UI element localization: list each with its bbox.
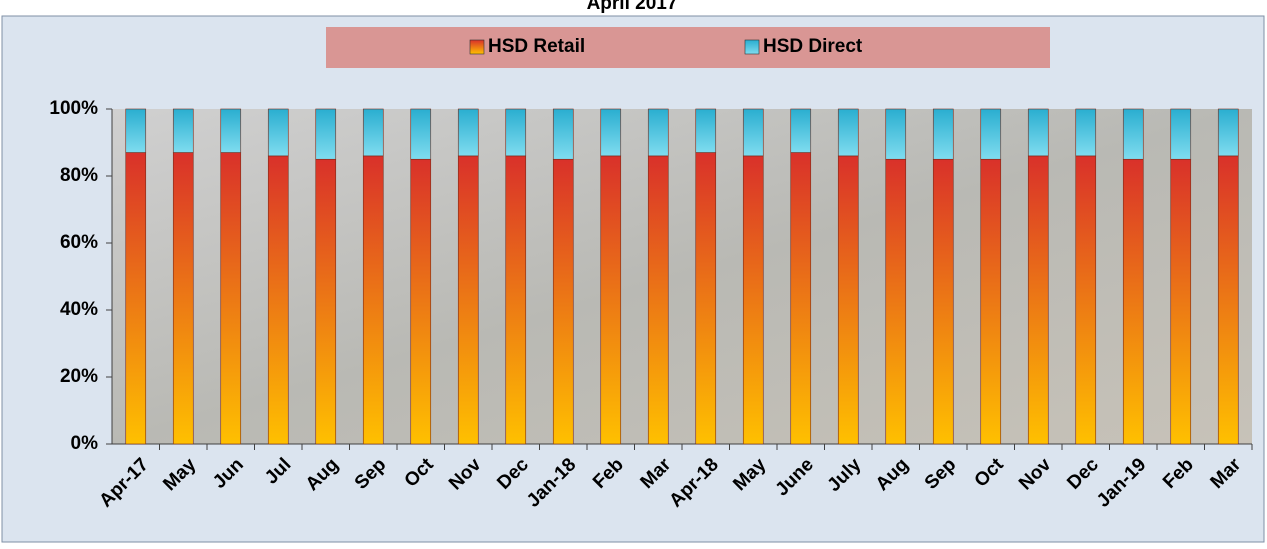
- bar-segment: [125, 108, 147, 153]
- bar-segment: [267, 108, 289, 157]
- bar-segment: [315, 108, 337, 160]
- chart-title: April 2017: [587, 0, 678, 14]
- bar-segment: [647, 108, 669, 157]
- bar-segment: [790, 152, 812, 445]
- bar-segment: [410, 108, 432, 160]
- bar-segment: [220, 108, 242, 153]
- bar-segment: [837, 108, 859, 157]
- bar-segment: [742, 155, 764, 445]
- bar-segment: [1027, 108, 1049, 157]
- bar-segment: [552, 158, 574, 445]
- plot-background: [112, 109, 1252, 444]
- bar-segment: [1217, 155, 1239, 445]
- bar-segment: [172, 108, 194, 153]
- bar-segment: [1170, 158, 1192, 445]
- bar-segment: [885, 108, 907, 160]
- bar-segment: [410, 158, 432, 445]
- bar-segment: [220, 152, 242, 445]
- bar-segment: [932, 108, 954, 160]
- bar-segment: [1122, 108, 1144, 160]
- bar-segment: [742, 108, 764, 157]
- bar-segment: [1217, 108, 1239, 157]
- bar-segment: [457, 155, 479, 445]
- bar-segment: [647, 155, 669, 445]
- bar-segment: [362, 155, 384, 445]
- bar-segment: [932, 158, 954, 445]
- bar-segment: [837, 155, 859, 445]
- legend-label: HSD Retail: [488, 36, 585, 57]
- bar-segment: [505, 108, 527, 157]
- bar-segment: [980, 108, 1002, 160]
- bar-segment: [125, 152, 147, 445]
- legend-swatch: [744, 39, 760, 55]
- legend-label: HSD Direct: [763, 36, 863, 57]
- y-tick-label: 80%: [60, 165, 98, 186]
- y-tick-label: 40%: [60, 299, 98, 320]
- bar-segment: [695, 108, 717, 153]
- y-tick-label: 20%: [60, 366, 98, 387]
- bar-segment: [1075, 155, 1097, 445]
- bar-segment: [505, 155, 527, 445]
- bar-segment: [1170, 108, 1192, 160]
- bar-segment: [600, 155, 622, 445]
- bar-segment: [695, 152, 717, 445]
- legend-swatch: [469, 39, 485, 55]
- bar-segment: [1075, 108, 1097, 157]
- bar-segment: [1027, 155, 1049, 445]
- y-tick-label: 100%: [49, 98, 98, 119]
- bar-segment: [980, 158, 1002, 445]
- bar-segment: [552, 108, 574, 160]
- y-tick-label: 60%: [60, 232, 98, 253]
- bar-segment: [267, 155, 289, 445]
- bar-segment: [790, 108, 812, 153]
- bar-segment: [172, 152, 194, 445]
- bar-segment: [885, 158, 907, 445]
- bar-segment: [315, 158, 337, 445]
- y-tick-label: 0%: [71, 433, 99, 454]
- legend-box: [326, 27, 1050, 68]
- bar-segment: [600, 108, 622, 157]
- bar-segment: [1122, 158, 1144, 445]
- bar-segment: [362, 108, 384, 157]
- bar-segment: [457, 108, 479, 157]
